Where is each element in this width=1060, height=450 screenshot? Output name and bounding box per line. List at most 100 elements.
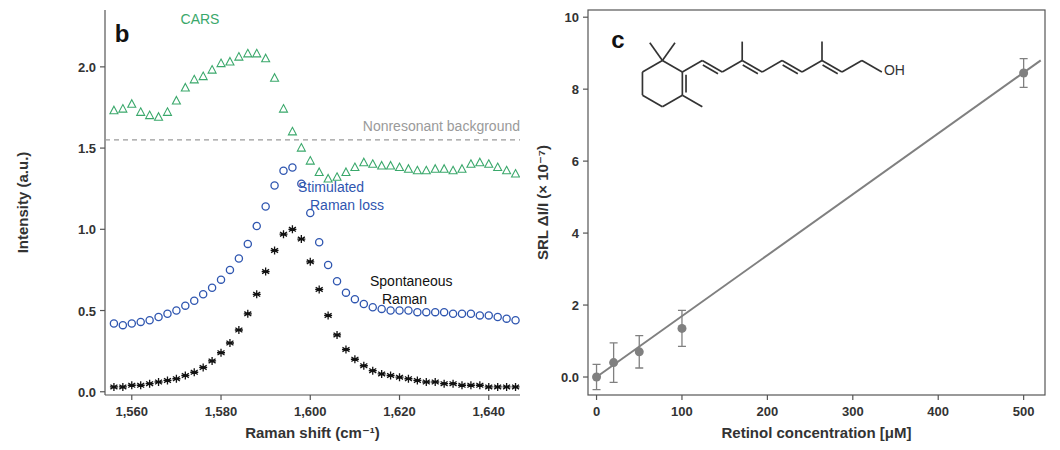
plot-area <box>592 59 1041 390</box>
y-tick-label: 4 <box>572 226 580 241</box>
asterisk-marker <box>378 370 386 378</box>
bond <box>642 95 662 107</box>
x-tick-label: 1,620 <box>383 404 416 419</box>
circle-marker <box>503 315 510 322</box>
circle-marker <box>289 164 296 171</box>
circle-marker <box>155 313 162 320</box>
triangle-marker <box>413 166 421 174</box>
asterisk-marker <box>155 378 163 386</box>
triangle-marker <box>351 163 359 171</box>
triangle-marker <box>208 66 216 74</box>
asterisk-marker <box>467 381 475 389</box>
circle-marker <box>333 278 340 285</box>
y-tick <box>100 147 105 148</box>
circle-marker <box>369 304 376 311</box>
triangle-marker <box>181 83 189 91</box>
triangle-marker <box>244 49 252 57</box>
reference-line <box>105 139 520 140</box>
x-tick <box>681 395 682 400</box>
triangle-marker <box>110 106 118 114</box>
circle-marker <box>164 310 171 317</box>
asterisk-marker <box>387 372 395 380</box>
bond <box>682 95 702 107</box>
asterisk-marker <box>315 285 323 293</box>
asterisk-marker <box>172 375 180 383</box>
circle-marker <box>119 322 126 329</box>
bond <box>703 65 718 74</box>
panel-label: b <box>115 20 130 47</box>
asterisk-marker <box>440 380 448 388</box>
circle-marker <box>200 291 207 298</box>
y-tick-label: 1.5 <box>78 141 96 156</box>
circle-marker <box>325 261 332 268</box>
x-tick <box>399 395 400 400</box>
asterisk-marker <box>458 381 466 389</box>
asterisk-marker <box>163 376 171 384</box>
triangle-marker <box>190 75 198 83</box>
y-tick-label: 2.0 <box>78 60 96 75</box>
series-label: CARS <box>181 11 220 27</box>
asterisk-marker <box>226 339 234 347</box>
figure: 1,5601,5801,6001,6201,6400.00.51.01.52.0… <box>0 0 1060 450</box>
circle-marker <box>360 300 367 307</box>
asterisk-marker <box>333 331 341 339</box>
x-tick-label: 1,640 <box>472 404 505 419</box>
asterisk-marker <box>199 363 207 371</box>
y-tick-label: 1.0 <box>78 222 96 237</box>
x-axis-title: Retinol concentration [μM] <box>721 424 911 441</box>
bond <box>662 95 682 107</box>
triangle-marker <box>378 161 386 169</box>
triangle-marker <box>235 53 243 61</box>
circle-marker <box>476 312 483 319</box>
triangle-marker <box>440 165 448 173</box>
x-tick-label: 0 <box>593 404 600 419</box>
panel-0: 1,5601,5801,6001,6201,6400.00.51.01.52.0… <box>14 10 520 441</box>
circle-marker <box>244 240 251 247</box>
triangle-marker <box>163 108 171 116</box>
asterisk-marker <box>369 367 377 375</box>
series-label-line: Stimulated <box>298 179 368 195</box>
series-0 <box>110 49 520 182</box>
x-tick-label: 300 <box>842 404 864 419</box>
x-tick <box>852 395 853 400</box>
bond <box>821 42 823 61</box>
x-axis-title: Raman shift (cm⁻¹) <box>245 424 380 441</box>
asterisk-marker <box>485 383 493 391</box>
plot-frame <box>588 10 1045 395</box>
circle-marker <box>467 310 474 317</box>
triangle-marker <box>476 158 484 166</box>
y-tick <box>100 310 105 311</box>
circle-marker <box>128 320 135 327</box>
asterisk-marker <box>208 357 216 365</box>
asterisk-marker <box>235 326 243 334</box>
circle-marker <box>226 266 233 273</box>
triangle-marker <box>155 113 163 121</box>
circle-marker <box>262 203 269 210</box>
bond <box>662 60 682 72</box>
y-tick <box>583 17 588 18</box>
triangle-marker <box>137 108 145 116</box>
asterisk-marker <box>119 383 127 391</box>
bond <box>650 43 663 61</box>
circle-marker <box>458 310 465 317</box>
triangle-marker <box>172 96 180 104</box>
circle-marker <box>485 312 492 319</box>
asterisk-marker <box>396 373 404 381</box>
series-label: Stimulated Raman loss <box>298 179 384 213</box>
series-2 <box>110 225 520 391</box>
x-tick-label: 500 <box>1013 404 1035 419</box>
x-tick <box>131 395 132 400</box>
triangle-marker <box>387 161 395 169</box>
asterisk-marker <box>110 383 118 391</box>
x-tick <box>220 395 221 400</box>
circle-marker <box>271 182 278 189</box>
circle-marker <box>414 309 421 316</box>
asterisk-marker <box>279 230 287 238</box>
x-tick <box>938 395 939 400</box>
asterisk-marker <box>146 380 154 388</box>
circle-marker <box>217 276 224 283</box>
triangle-marker <box>342 168 350 176</box>
triangle-marker <box>458 165 466 173</box>
bond <box>743 65 758 74</box>
triangle-marker <box>422 166 430 174</box>
